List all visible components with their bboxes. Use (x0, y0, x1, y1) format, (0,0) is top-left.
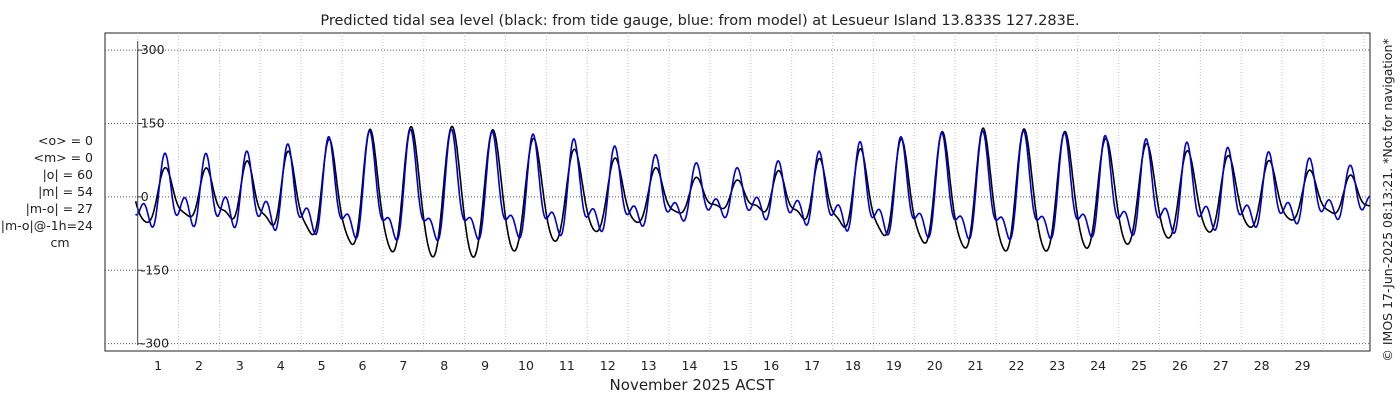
x-tick-label: 1 (154, 358, 162, 373)
x-tick-label: 4 (277, 358, 285, 373)
credit-text: © IMOS 17-Jun-2025 08:13:21. *Not for na… (1380, 38, 1395, 361)
x-tick-label: 24 (1090, 358, 1106, 373)
stat-line: |m-o|@-1h=24 (1, 218, 93, 233)
x-tick-label: 21 (968, 358, 984, 373)
stats-box: <o> = 0 <m> = 0 |o| = 60 |m| = 54 |m-o| = 27… (1, 133, 93, 250)
x-tick-label: 26 (1172, 358, 1188, 373)
y-tick-label: 300 (141, 42, 165, 57)
x-axis-label: November 2025 ACST (610, 376, 776, 394)
x-tick-label: 22 (1009, 358, 1025, 373)
chart-title: Predicted tidal sea level (black: from t… (320, 13, 1079, 29)
y-tick-label: -150 (141, 262, 169, 277)
x-tick-label: 3 (236, 358, 244, 373)
x-tick-label: 11 (559, 358, 575, 373)
x-tick-label: 16 (763, 358, 779, 373)
x-tick-label: 15 (722, 358, 738, 373)
x-tick-label: 7 (399, 358, 407, 373)
x-tick-label: 2 (195, 358, 203, 373)
x-tick-label: 8 (440, 358, 448, 373)
x-tick-label: 25 (1131, 358, 1147, 373)
x-tick-label: 5 (318, 358, 326, 373)
x-tick-label: 28 (1254, 358, 1270, 373)
x-tick-label: 29 (1295, 358, 1311, 373)
x-tick-label: 14 (682, 358, 698, 373)
stat-line: |o| = 60 (43, 167, 93, 182)
x-tick-label: 9 (481, 358, 489, 373)
x-tick-label: 17 (804, 358, 820, 373)
grid (105, 33, 1370, 351)
plot-area (104, 32, 1371, 352)
x-tick-label: 12 (600, 358, 616, 373)
x-tick-label: 13 (641, 358, 657, 373)
stat-line: <o> = 0 (38, 133, 93, 148)
x-tick-label: 10 (518, 358, 534, 373)
x-tick-label: 20 (927, 358, 943, 373)
x-tick-label: 6 (359, 358, 367, 373)
stat-line: |m-o| = 27 (26, 201, 93, 216)
y-tick-label: 150 (141, 116, 165, 131)
x-tick-label: 19 (886, 358, 902, 373)
x-tick-label: 23 (1049, 358, 1065, 373)
x-tick-label: 18 (845, 358, 861, 373)
y-tick-label: -300 (141, 336, 169, 351)
y-tick-label: 0 (141, 189, 149, 204)
x-tick-label: 27 (1213, 358, 1229, 373)
series-layer (134, 125, 1371, 258)
x-axis: 1 2 3 4 5 6 7 8 9 10 11 12 13 14 15 16 17 18 19 20 21 22 23 24 2… (154, 358, 1310, 373)
stat-line: cm (50, 235, 69, 250)
stat-line: <m> = 0 (34, 150, 94, 165)
series-line-model (135, 128, 1371, 242)
stat-line: |m| = 54 (38, 184, 93, 199)
y-axis: -300 -150 0 150 300 (137, 41, 169, 351)
